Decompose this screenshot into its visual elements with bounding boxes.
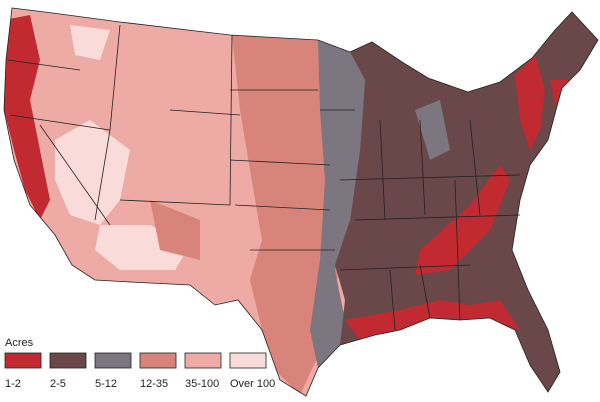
zone bbox=[415, 100, 450, 160]
zone bbox=[150, 200, 200, 260]
legend-label: 1-2 bbox=[5, 378, 21, 390]
zone bbox=[415, 165, 510, 275]
legend-label: Over 100 bbox=[230, 378, 275, 390]
legend-title: Acres bbox=[5, 337, 34, 349]
us-border bbox=[3, 7, 599, 397]
legend: 1-2 2-5 5-12 12-35 35-100 Over 100 bbox=[4, 352, 275, 390]
state-lines bbox=[3, 7, 599, 397]
legend-label: 35-100 bbox=[185, 378, 219, 390]
zone bbox=[232, 35, 340, 395]
legend-swatch bbox=[49, 352, 87, 369]
legend-swatch bbox=[94, 352, 132, 369]
state-lines bbox=[7, 24, 521, 331]
zone bbox=[70, 25, 110, 60]
zone bbox=[55, 120, 130, 225]
legend-swatch bbox=[4, 352, 42, 369]
legend-label: 2-5 bbox=[50, 378, 66, 390]
zone bbox=[515, 55, 545, 150]
legend-swatch bbox=[139, 352, 177, 369]
legend-swatch bbox=[229, 352, 267, 369]
legend-swatch bbox=[184, 352, 222, 369]
legend-label: 12-35 bbox=[140, 378, 168, 390]
zone bbox=[550, 80, 580, 105]
zone bbox=[310, 40, 365, 368]
legend-label: 5-12 bbox=[95, 378, 117, 390]
